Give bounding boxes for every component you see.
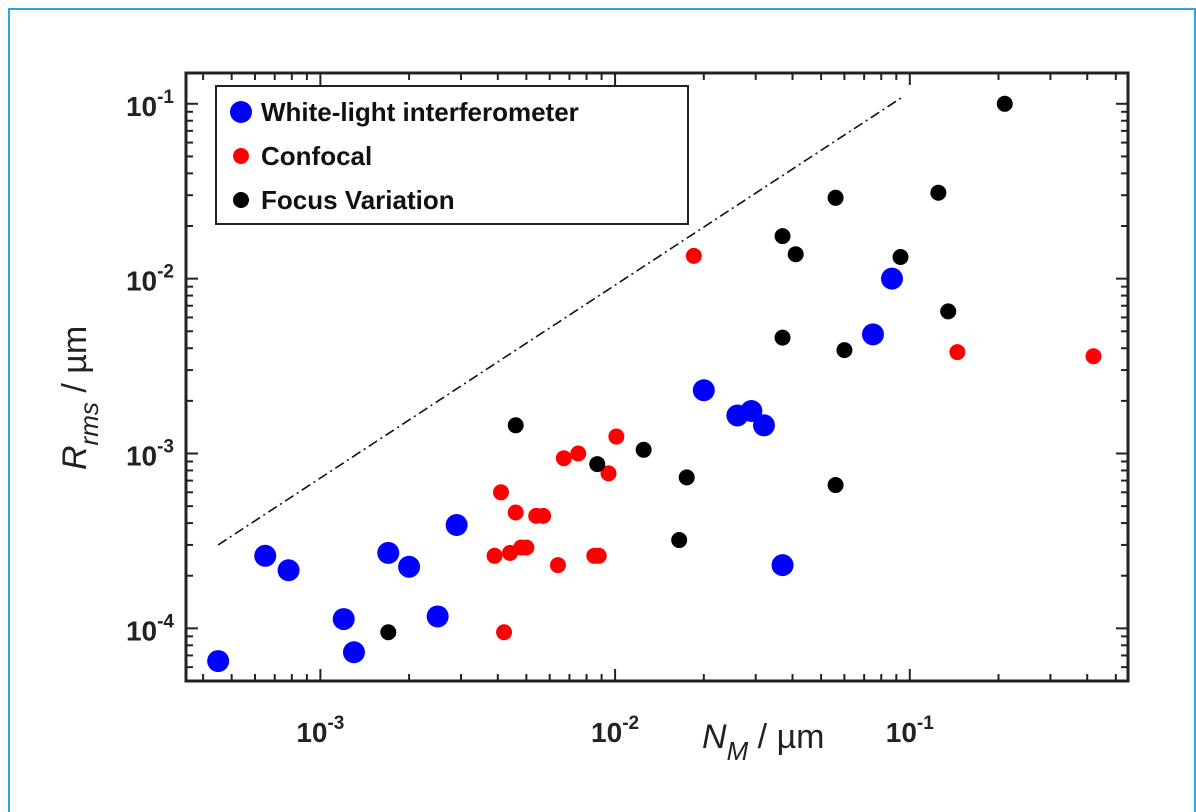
- series-0: [207, 267, 903, 673]
- data-point: [752, 414, 775, 437]
- data-point: [608, 428, 625, 445]
- data-point: [635, 441, 652, 458]
- data-point: [535, 507, 552, 524]
- legend: White-light interferometer Confocal Focus …: [215, 85, 689, 225]
- data-point: [861, 323, 884, 346]
- data-point: [570, 445, 587, 462]
- y-tick-label: 10-1: [126, 87, 174, 122]
- y-tick-label: 10-4: [126, 611, 174, 646]
- data-point: [254, 544, 277, 567]
- legend-box: [215, 85, 689, 225]
- data-point: [827, 477, 844, 494]
- data-point: [740, 400, 763, 423]
- reference-layer: [217, 95, 904, 546]
- x-tick-label: 10-2: [591, 713, 639, 748]
- data-point: [445, 514, 468, 537]
- y-tick-label: 10-3: [126, 437, 174, 472]
- x-tick-label: 10-3: [296, 713, 344, 748]
- data-point: [940, 303, 957, 320]
- points-layer: [207, 95, 1102, 673]
- figure-frame: [8, 8, 1196, 812]
- data-point: [555, 450, 572, 467]
- series-1: [486, 247, 1102, 641]
- data-point: [930, 184, 947, 201]
- legend-label: Focus Variation: [261, 185, 455, 215]
- data-point: [507, 504, 524, 521]
- data-point: [377, 541, 400, 564]
- data-point: [600, 465, 617, 482]
- data-point: [277, 559, 300, 582]
- data-point: [549, 557, 566, 574]
- data-point: [398, 555, 421, 578]
- data-point: [332, 608, 355, 631]
- data-point: [380, 624, 397, 641]
- data-point: [1085, 348, 1102, 365]
- data-point: [836, 342, 853, 359]
- legend-label: Confocal: [261, 141, 372, 171]
- series-2: [380, 95, 1013, 641]
- data-point: [496, 624, 513, 641]
- data-point: [892, 248, 909, 265]
- data-point: [996, 95, 1013, 112]
- data-point: [678, 469, 695, 486]
- data-point: [671, 532, 688, 549]
- data-point: [692, 379, 715, 402]
- data-point: [774, 228, 791, 245]
- data-point: [771, 554, 794, 577]
- axis-labels-layer: 10-3 10-2 10-1 10-4 10-3 10-2 10-1 NM / µm Rrms …: [56, 87, 934, 766]
- data-point: [426, 605, 449, 628]
- data-point: [787, 246, 804, 263]
- data-point: [774, 329, 791, 346]
- legend-marker: [233, 148, 249, 164]
- data-point: [880, 267, 903, 290]
- data-point: [949, 344, 966, 361]
- data-point: [589, 456, 606, 473]
- data-point: [590, 547, 607, 564]
- data-point: [492, 484, 509, 501]
- data-point: [827, 189, 844, 206]
- y-tick-label: 10-2: [126, 262, 174, 297]
- data-point: [507, 417, 524, 434]
- plot-area-box: [184, 71, 1130, 683]
- data-point: [518, 539, 535, 556]
- data-point: [486, 547, 503, 564]
- legend-label: White-light interferometer: [261, 97, 579, 127]
- data-point: [685, 247, 702, 264]
- y-axis-label: Rrms / µm: [56, 326, 104, 470]
- ticks-layer: [186, 73, 1128, 682]
- legend-marker: [230, 101, 252, 123]
- reference-line: [217, 95, 904, 546]
- x-tick-label: 10-1: [886, 713, 934, 748]
- legend-marker: [233, 192, 249, 208]
- x-axis-label: NM / µm: [702, 718, 825, 766]
- data-point: [342, 641, 365, 664]
- data-point: [207, 650, 230, 673]
